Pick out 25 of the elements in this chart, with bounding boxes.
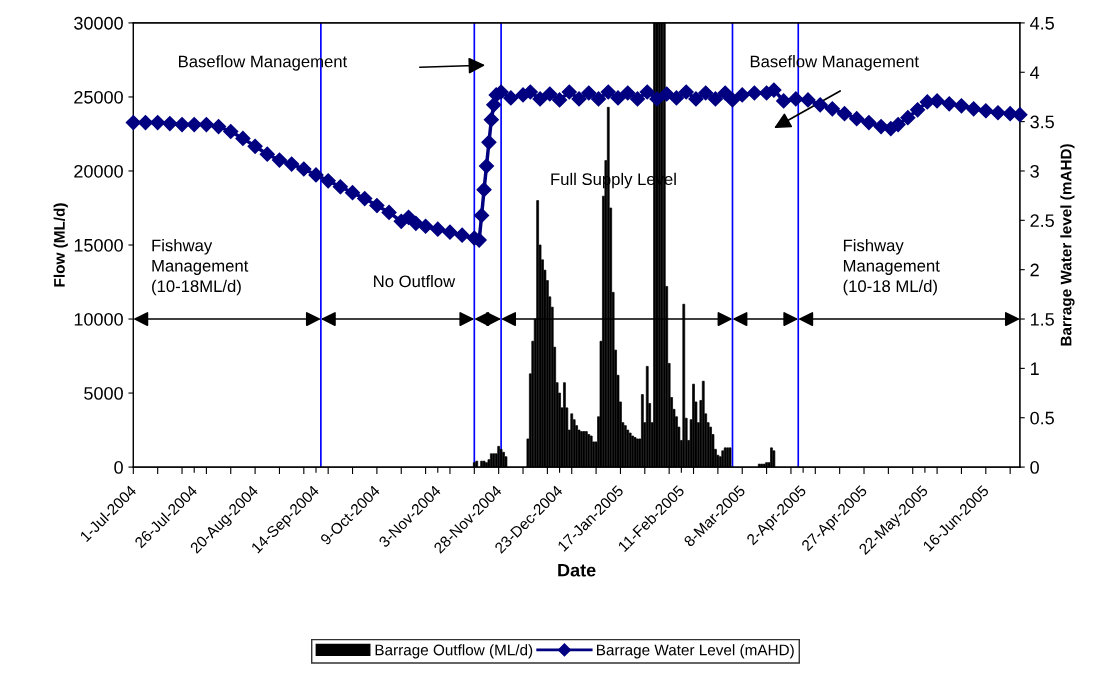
y-tick-label: 5000 (84, 386, 123, 400)
y2-tick-label: 1.5 (1031, 313, 1054, 326)
y2-axis-title: Barrage Water level (mAHD) (1060, 144, 1075, 346)
y-tick-label: 0 (114, 461, 123, 474)
y2-tick-label: 3 (1030, 164, 1039, 178)
y-tick-label: 15000 (74, 238, 123, 252)
y2-tick-label: 4 (1030, 66, 1040, 79)
x-axis-title: Date (558, 563, 596, 577)
legend-label: Barrage Water Level (mAHD) (597, 644, 794, 659)
y2-tick-label: 4.5 (1030, 17, 1054, 30)
y2-tick-label: 0.5 (1030, 411, 1054, 425)
annotation: Fishway Management (10-18 ML/d) (843, 239, 940, 296)
y-tick-label: 30000 (74, 16, 123, 30)
y-tick-label: 25000 (74, 90, 123, 104)
y2-tick-label: 2 (1030, 263, 1039, 277)
y2-tick-label: 1 (1031, 362, 1039, 375)
y-tick-label: 10000 (74, 312, 123, 326)
y2-tick-label: 3.5 (1030, 115, 1054, 129)
y-axis-title: Flow (ML/d) (53, 203, 68, 287)
annotation: No Outflow (374, 274, 456, 288)
y-tick-label: 20000 (74, 164, 123, 178)
legend-label: Barrage Outflow (ML/d) (375, 644, 533, 659)
annotation: Fishway Management (10-18ML/d) (152, 239, 249, 296)
y2-tick-label: 2.5 (1030, 214, 1054, 228)
y2-tick-label: 0 (1030, 461, 1039, 474)
